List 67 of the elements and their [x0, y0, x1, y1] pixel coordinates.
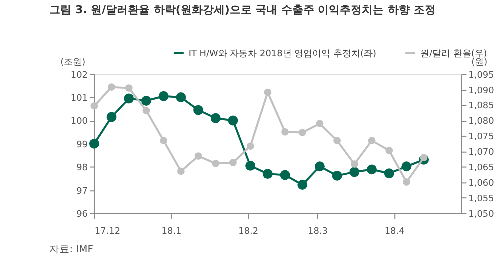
point [334, 137, 341, 144]
chart-title: 그림 3. 원/달러환율 하락(원화강세)으로 국내 수출주 이익추정치는 하향 조정 [50, 4, 436, 17]
point [212, 160, 220, 168]
point [402, 162, 412, 172]
y2-tick-label: 1,090 [468, 86, 495, 96]
y2-tick-label: 1,085 [468, 102, 494, 112]
y-tick-label: 98 [76, 164, 88, 174]
point [332, 170, 342, 181]
y-tick-label: 101 [70, 94, 88, 104]
point [314, 162, 325, 172]
point [230, 159, 237, 166]
point [298, 129, 306, 136]
text: 자료: IMF [50, 244, 94, 256]
y2-tick-label: 1,060 [468, 179, 495, 190]
y2-tick-label: 1,080 [468, 117, 495, 128]
point [420, 154, 428, 162]
point [125, 84, 133, 92]
point [386, 147, 394, 154]
y-tick-label: 100 [70, 117, 88, 128]
point [160, 137, 168, 144]
y-tick-label: 97 [76, 186, 88, 197]
point [262, 169, 273, 180]
x-tick-label: 17.12 [94, 226, 121, 237]
point [350, 160, 358, 168]
y2-axis-title: (원) [472, 58, 488, 68]
y2-tick-label: 1,050 [468, 210, 495, 220]
point [142, 96, 152, 106]
point [176, 92, 186, 102]
point [158, 91, 169, 102]
point [106, 112, 117, 122]
y-tick-label: 96 [76, 210, 88, 220]
point [384, 168, 394, 179]
point [298, 180, 308, 190]
point [246, 142, 254, 150]
point [194, 105, 204, 116]
point [142, 107, 150, 115]
x-tick-label: 18.2 [238, 226, 259, 237]
y2-tick-label: 1,065 [468, 164, 494, 174]
x-tick-label: 18.3 [308, 226, 328, 237]
point [316, 120, 324, 128]
y2-tick-label: 1,075 [468, 132, 494, 143]
point [194, 152, 202, 160]
point [90, 102, 98, 110]
point [264, 88, 272, 96]
y-tick-label: 102 [70, 70, 88, 81]
x-tick-label: 18.4 [384, 226, 406, 237]
point [124, 94, 134, 104]
point [177, 168, 185, 176]
point [368, 137, 376, 144]
point [246, 160, 256, 171]
legend-label: IT H/W와 자동차 2018년 영업이익 추정치(좌) [188, 49, 376, 60]
point [108, 84, 116, 91]
y-tick-label: 99 [76, 140, 88, 150]
y2-tick-label: 1,070 [468, 148, 495, 158]
point [228, 116, 238, 126]
y-axis-title: (조원) [60, 58, 86, 68]
y2-tick-label: 1,095 [468, 70, 494, 81]
point [210, 113, 221, 124]
point [89, 138, 100, 149]
legend-label: 원/달러 환율(우) [420, 49, 488, 60]
point [403, 178, 410, 186]
point [280, 170, 290, 180]
point [350, 167, 360, 178]
point [367, 164, 377, 175]
point [282, 128, 289, 136]
y2-tick-label: 1,055 [468, 194, 494, 205]
x-tick-label: 18.1 [162, 226, 182, 237]
